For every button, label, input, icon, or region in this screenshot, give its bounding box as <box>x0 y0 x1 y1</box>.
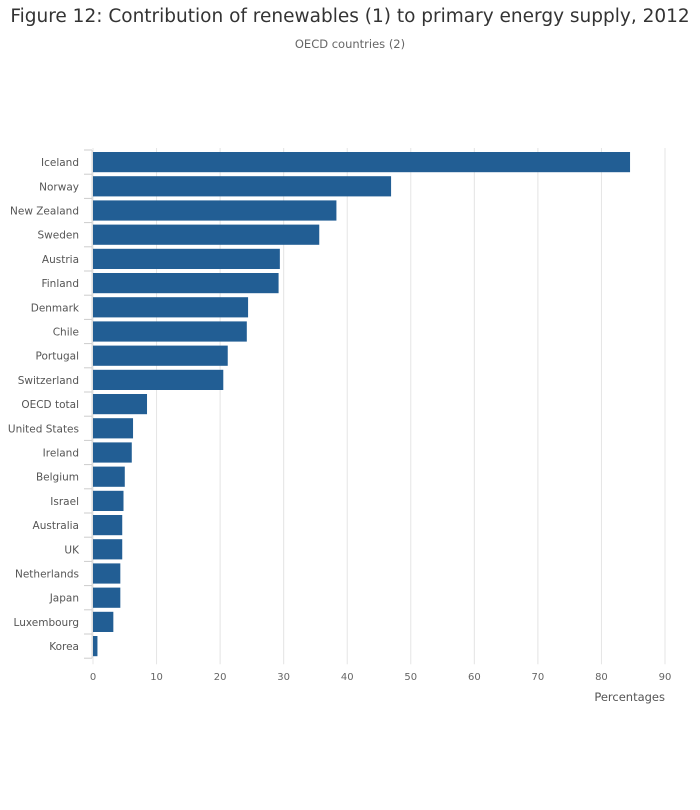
bar-united-states <box>93 418 134 439</box>
bar-portugal <box>93 345 228 366</box>
bar-denmark <box>93 297 249 318</box>
x-tick-label: 80 <box>595 672 608 683</box>
category-label: Denmark <box>31 302 80 314</box>
bar-ireland <box>93 442 132 463</box>
bar-luxembourg <box>93 611 114 632</box>
x-tick-label: 20 <box>214 672 227 683</box>
x-tick-label: 10 <box>150 672 163 683</box>
bar-belgium <box>93 466 125 487</box>
x-tick-label: 40 <box>341 672 354 683</box>
category-label: Netherlands <box>15 569 79 581</box>
category-label: Iceland <box>41 157 79 169</box>
chart-subtitle: OECD countries (2) <box>294 37 406 51</box>
category-label: Norway <box>39 181 79 193</box>
x-tick-label: 90 <box>659 672 672 683</box>
x-tick-label: 60 <box>468 672 481 683</box>
bar-sweden <box>93 224 320 245</box>
category-label: Switzerland <box>18 375 79 387</box>
bar-japan <box>93 587 121 608</box>
category-label: Finland <box>41 278 79 290</box>
bar-finland <box>93 273 279 294</box>
category-label: Japan <box>49 593 79 605</box>
bar-australia <box>93 515 123 536</box>
category-labels: Iceland Norway New Zealand Sweden Austria Fin… <box>8 157 80 653</box>
bar-korea <box>93 636 98 657</box>
chart-title: Figure 12: Contribution of renewables (1… <box>10 6 690 27</box>
x-tick-label: 30 <box>277 672 290 683</box>
bar-chile <box>93 321 247 342</box>
category-label: UK <box>64 544 80 556</box>
bar-netherlands <box>93 563 121 584</box>
category-label: Israel <box>50 496 79 508</box>
bar-iceland <box>93 152 631 173</box>
category-label: Korea <box>49 641 79 653</box>
category-label: Belgium <box>36 472 79 484</box>
x-axis-title: Percentages <box>594 690 665 704</box>
category-ticks <box>84 149 92 659</box>
category-label: Luxembourg <box>14 617 79 629</box>
bars <box>93 152 631 657</box>
x-tick-label: 50 <box>404 672 417 683</box>
bar-austria <box>93 248 280 269</box>
bar-israel <box>93 490 124 511</box>
x-tick-label: 70 <box>532 672 545 683</box>
category-label: New Zealand <box>10 206 79 218</box>
category-label: United States <box>8 423 79 435</box>
category-label: Portugal <box>36 351 80 363</box>
category-label: Ireland <box>43 448 79 460</box>
x-tick-label: 0 <box>90 672 96 683</box>
bar-new-zealand <box>93 200 337 221</box>
bar-oecd-total <box>93 394 148 415</box>
category-label: Austria <box>42 254 79 266</box>
category-label: Chile <box>53 327 79 339</box>
bar-norway <box>93 176 392 197</box>
bar-uk <box>93 539 123 560</box>
category-label: Australia <box>33 520 79 532</box>
category-label: Sweden <box>38 230 80 242</box>
bar-switzerland <box>93 369 224 390</box>
category-label: OECD total <box>21 399 79 411</box>
x-axis-ticks: 0 10 20 30 40 50 60 70 80 90 <box>90 672 672 683</box>
